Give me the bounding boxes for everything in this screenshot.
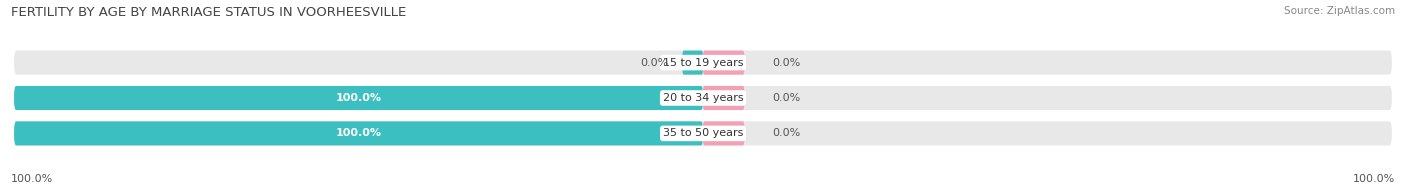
Text: 0.0%: 0.0% <box>640 58 669 68</box>
FancyBboxPatch shape <box>14 121 1392 145</box>
FancyBboxPatch shape <box>14 121 703 145</box>
FancyBboxPatch shape <box>14 86 1392 110</box>
FancyBboxPatch shape <box>682 51 703 75</box>
FancyBboxPatch shape <box>14 51 1392 75</box>
Text: 15 to 19 years: 15 to 19 years <box>662 58 744 68</box>
Text: 100.0%: 100.0% <box>1353 174 1395 184</box>
Text: 0.0%: 0.0% <box>772 58 800 68</box>
Text: FERTILITY BY AGE BY MARRIAGE STATUS IN VOORHEESVILLE: FERTILITY BY AGE BY MARRIAGE STATUS IN V… <box>11 6 406 19</box>
Text: 100.0%: 100.0% <box>336 93 381 103</box>
FancyBboxPatch shape <box>14 86 703 110</box>
Text: 35 to 50 years: 35 to 50 years <box>662 128 744 138</box>
Text: 100.0%: 100.0% <box>336 128 381 138</box>
Text: 0.0%: 0.0% <box>772 128 800 138</box>
Text: 100.0%: 100.0% <box>11 174 53 184</box>
FancyBboxPatch shape <box>703 51 744 75</box>
Text: 20 to 34 years: 20 to 34 years <box>662 93 744 103</box>
Text: Source: ZipAtlas.com: Source: ZipAtlas.com <box>1284 6 1395 16</box>
FancyBboxPatch shape <box>703 121 744 145</box>
FancyBboxPatch shape <box>703 86 744 110</box>
Text: 0.0%: 0.0% <box>772 93 800 103</box>
